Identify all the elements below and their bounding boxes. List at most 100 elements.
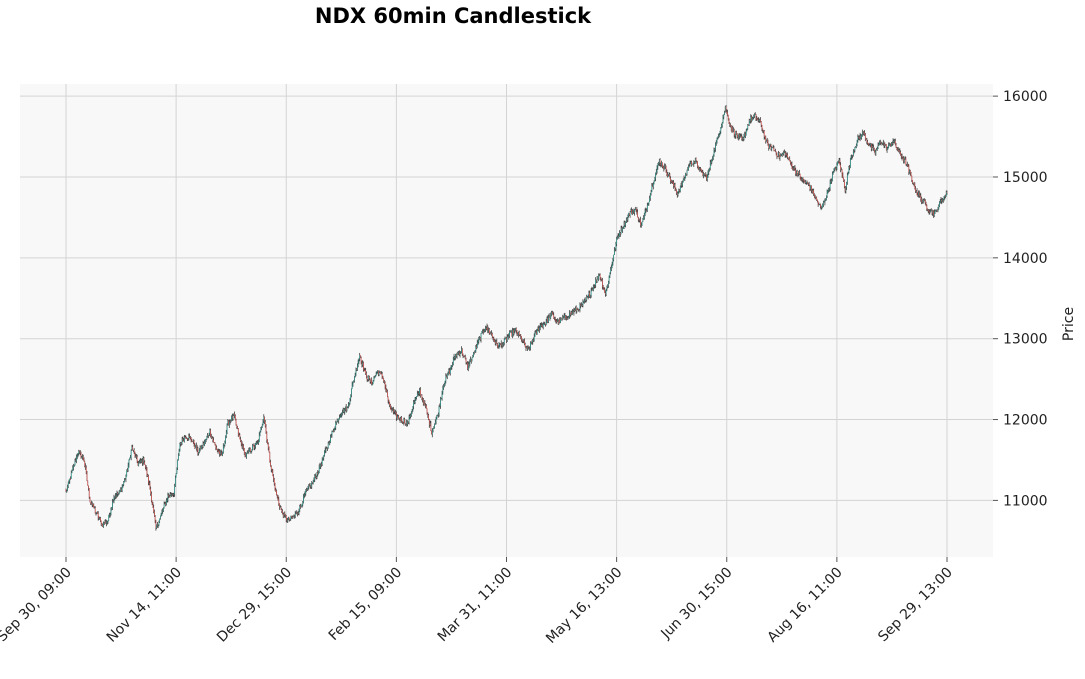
candle-up: [209, 430, 211, 436]
candle-up: [263, 416, 265, 422]
candle-up: [350, 394, 352, 399]
candle-down: [524, 340, 525, 345]
candle-up: [205, 439, 206, 443]
candle-up: [309, 485, 311, 487]
candle-down: [466, 362, 468, 364]
candle-up: [805, 182, 807, 184]
candle-up: [778, 153, 779, 157]
candle-down: [811, 185, 812, 191]
candle-up: [451, 365, 453, 368]
candle-up: [642, 219, 644, 222]
candle-down: [154, 511, 155, 517]
candle-up: [784, 152, 785, 154]
candle-up: [584, 300, 586, 301]
candle-down: [221, 452, 223, 456]
candle-up: [73, 465, 75, 467]
candle-down: [243, 445, 244, 449]
candle-down: [767, 142, 769, 145]
candle-up: [379, 371, 381, 373]
candle-up: [695, 158, 696, 163]
candle-up: [339, 417, 340, 419]
candle-down: [496, 341, 498, 344]
candle-down: [497, 347, 499, 349]
candle-down: [782, 154, 784, 155]
candle-up: [752, 117, 754, 118]
candle-down: [182, 438, 184, 441]
candle-down: [149, 483, 151, 489]
candle-up: [314, 475, 316, 480]
candle-down: [572, 311, 574, 314]
candle-up: [785, 153, 787, 156]
candle-down: [666, 171, 668, 175]
candle-down: [839, 159, 841, 165]
candle-down: [315, 476, 317, 478]
candle-up: [918, 192, 919, 196]
candle-down: [511, 331, 513, 336]
candle-down: [326, 448, 328, 450]
y-tick-label: 14000: [1003, 251, 1048, 267]
candle-down: [367, 379, 369, 381]
candle-down: [843, 177, 844, 182]
candle-down: [240, 439, 241, 442]
candle-up: [456, 353, 458, 357]
candle-down: [730, 125, 732, 131]
candle-up: [178, 454, 179, 461]
candle-down: [698, 168, 700, 171]
candle-down: [907, 164, 909, 167]
candle-down: [449, 370, 450, 374]
candle-up: [76, 456, 77, 462]
candle-down: [910, 173, 912, 176]
candle-down: [250, 448, 251, 452]
candle-down: [480, 337, 481, 340]
candle-up: [827, 190, 829, 192]
candle-down: [620, 232, 621, 235]
candle-down: [830, 180, 832, 182]
candle-down: [838, 161, 839, 163]
candle-down: [593, 285, 595, 287]
candle-down: [802, 178, 804, 181]
candle-down: [190, 437, 192, 441]
candle-up: [534, 333, 536, 337]
candle-down: [274, 479, 275, 484]
candle-up: [327, 447, 328, 449]
candle-down: [671, 181, 672, 183]
candle-down: [169, 496, 170, 497]
candle-down: [394, 411, 396, 412]
candle-down: [366, 373, 367, 378]
candle-up: [193, 440, 194, 442]
candle-up: [96, 511, 98, 513]
candle-up: [115, 495, 116, 498]
candle-down: [248, 450, 250, 452]
candle-down: [142, 460, 143, 464]
candle-down: [70, 478, 71, 480]
candle-down: [132, 447, 134, 451]
candle-up: [846, 182, 847, 188]
candle-down: [193, 440, 195, 446]
candle-up: [764, 135, 766, 138]
candle-up: [904, 157, 905, 161]
candle-up: [482, 331, 483, 332]
candle-down: [808, 184, 810, 186]
candle-up: [474, 352, 475, 354]
candle-up: [256, 443, 257, 445]
candle-down: [921, 199, 922, 202]
candle-down: [196, 445, 197, 450]
candle-up: [938, 206, 940, 209]
candle-up: [207, 435, 208, 437]
candle-down: [363, 369, 365, 371]
candle-up: [324, 450, 326, 452]
candle-down: [80, 452, 82, 459]
candle-up: [405, 421, 407, 425]
candle-up: [351, 388, 352, 395]
candle-down: [402, 422, 404, 424]
candle-up: [834, 167, 835, 170]
candle-down: [216, 447, 217, 450]
candle-down: [725, 106, 727, 113]
candle-up: [304, 493, 306, 495]
candle-up: [744, 133, 746, 137]
candle-up: [223, 445, 225, 446]
candle-down: [213, 439, 214, 443]
candle-down: [698, 166, 699, 169]
candle-up: [74, 460, 76, 466]
candle-up: [127, 465, 129, 471]
